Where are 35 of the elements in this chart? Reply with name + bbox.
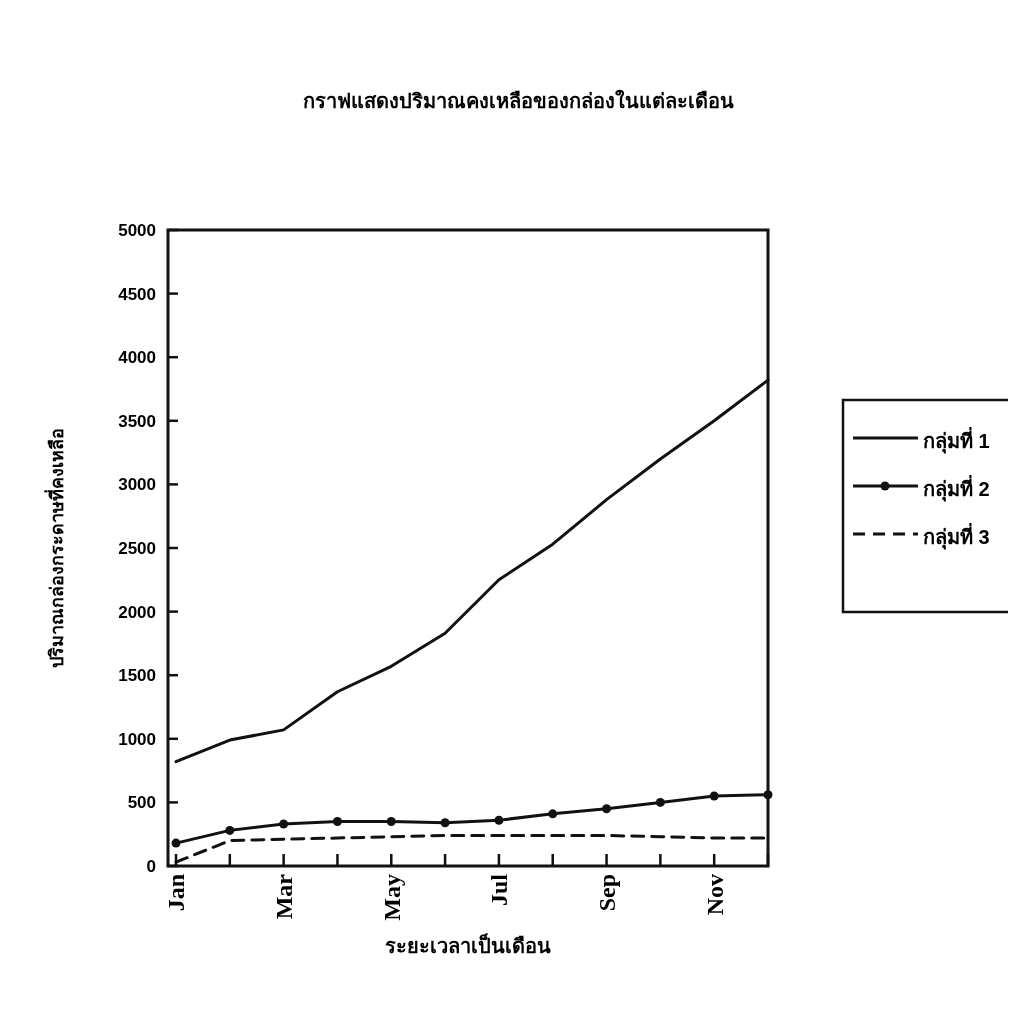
y-tick-label: 1500 [118, 666, 156, 686]
point [709, 791, 719, 801]
x-axis-title: ระยะเวลาเป็นเดือน [385, 933, 551, 957]
x-tick-label: May [378, 874, 405, 921]
y-tick-label: 3000 [118, 475, 156, 495]
legend-label: กลุ่มที่ 1 [923, 426, 990, 454]
point [602, 804, 612, 814]
point [386, 816, 396, 826]
y-tick-label: 0 [146, 856, 156, 876]
x-tick-label: Sep [593, 874, 620, 912]
legend-label: กลุ่มที่ 2 [923, 474, 990, 502]
y-tick-label: 4500 [118, 284, 156, 304]
y-tick-label: 4000 [118, 348, 156, 368]
point [440, 818, 450, 828]
x-tick-label: Jan [163, 874, 190, 912]
x-tick-label: Jul [486, 873, 513, 907]
y-tick-label: 500 [127, 793, 156, 813]
y-tick-label: 2500 [118, 538, 156, 558]
x-tick-label: Nov [701, 874, 728, 916]
point [548, 809, 558, 819]
y-tick-label: 2000 [118, 602, 156, 622]
y-tick-label: 3500 [118, 411, 156, 431]
x-tick-label: Mar [271, 873, 298, 920]
y-axis-title: ปริมาณกล่องกระดาษที่คงเหลือ [44, 428, 67, 668]
point [332, 816, 342, 826]
point [763, 790, 773, 800]
point [225, 825, 235, 835]
y-tick-label: 1000 [118, 729, 156, 749]
point [171, 838, 181, 848]
point [655, 797, 665, 807]
y-tick-label: 5000 [118, 220, 156, 240]
chart-title: กราฟแสดงปริมาณคงเหลือของกล่องในแต่ละเดือน [302, 89, 734, 112]
point [494, 815, 504, 825]
point [279, 819, 289, 829]
legend-label: กลุ่มที่ 3 [923, 522, 990, 550]
